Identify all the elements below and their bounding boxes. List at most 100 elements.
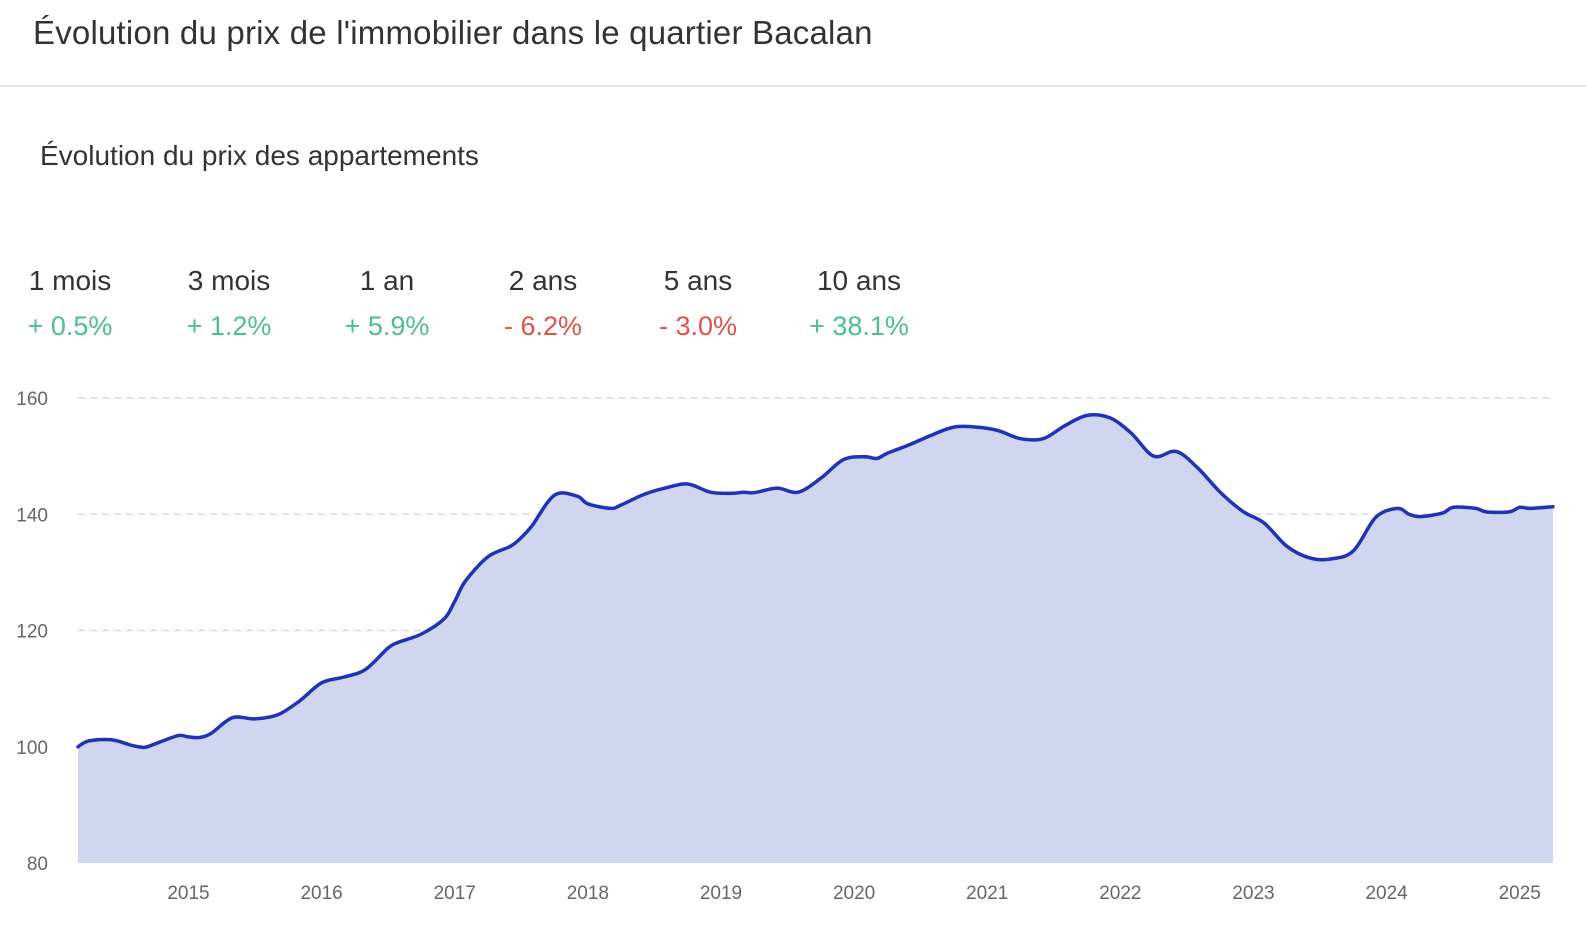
data-point — [530, 524, 534, 528]
data-point — [1108, 416, 1112, 420]
y-tick-label: 80 — [27, 854, 48, 875]
data-point — [1262, 521, 1266, 525]
data-point — [609, 506, 613, 510]
page-title: Évolution du prix de l'immobilier dans l… — [33, 14, 873, 51]
data-point — [730, 491, 734, 495]
data-point — [486, 555, 490, 559]
data-point — [1174, 450, 1178, 454]
stat-value: + 38.1% — [809, 311, 909, 341]
variation-stats: 1 mois + 0.5% 3 mois + 1.2% 1 an + 5.9% … — [0, 262, 960, 352]
y-tick-label: 120 — [16, 622, 48, 643]
data-point — [397, 640, 401, 644]
stat-label: 2 ans — [508, 265, 578, 296]
data-point — [187, 735, 191, 739]
x-tick-label: 2017 — [434, 883, 476, 904]
data-point — [1518, 505, 1522, 509]
data-point — [1152, 454, 1156, 458]
data-point — [929, 433, 933, 437]
data-point — [1285, 544, 1289, 548]
stat-value: - 3.0% — [658, 311, 738, 341]
data-point — [1129, 431, 1133, 435]
data-point — [143, 745, 147, 749]
y-tick-label: 140 — [16, 505, 48, 526]
data-point — [131, 744, 135, 748]
x-tick-label: 2019 — [700, 883, 742, 904]
stat-1-year: 1 an + 5.9% — [309, 262, 465, 344]
data-point — [819, 476, 823, 480]
data-point — [975, 425, 979, 429]
x-tick-label: 2022 — [1099, 883, 1141, 904]
data-point — [1484, 510, 1488, 514]
stat-value: + 1.2% — [186, 311, 272, 341]
data-point — [1395, 506, 1399, 510]
data-point — [1218, 490, 1222, 494]
data-point — [320, 681, 324, 685]
stat-value: - 6.2% — [503, 311, 583, 341]
data-point — [209, 731, 213, 735]
data-point — [863, 455, 867, 459]
data-point — [575, 494, 579, 498]
x-tick-label: 2018 — [567, 883, 609, 904]
data-point — [742, 490, 746, 494]
data-point — [1041, 437, 1045, 441]
data-point — [642, 493, 646, 497]
data-point — [875, 457, 879, 461]
data-point — [253, 717, 257, 721]
data-point — [796, 490, 800, 494]
data-point — [153, 742, 157, 746]
data-point — [176, 734, 180, 738]
stat-value: + 5.9% — [344, 311, 430, 341]
x-tick-label: 2015 — [167, 883, 209, 904]
stat-label: 1 an — [359, 265, 415, 296]
data-point — [1351, 549, 1355, 553]
y-tick-label: 100 — [16, 738, 48, 759]
data-point — [952, 425, 956, 429]
data-point — [752, 491, 756, 495]
data-point — [1329, 557, 1333, 561]
page-header: Évolution du prix de l'immobilier dans l… — [0, 0, 1586, 87]
data-point — [509, 544, 513, 548]
data-point — [885, 451, 889, 455]
price-line — [76, 413, 1555, 750]
section-subtitle: Évolution du prix des appartements — [40, 140, 479, 171]
x-tick-label: 2024 — [1365, 883, 1408, 904]
stat-value: + 0.5% — [27, 311, 113, 341]
data-point — [386, 646, 390, 650]
data-point — [1085, 413, 1089, 417]
data-point — [708, 490, 712, 494]
data-point — [1196, 466, 1200, 470]
x-tick-label: 2020 — [833, 883, 875, 904]
data-point — [297, 699, 301, 703]
data-point — [1451, 505, 1455, 509]
data-point — [1507, 510, 1511, 514]
data-point — [1062, 424, 1066, 428]
data-point — [230, 716, 234, 720]
data-point — [109, 738, 113, 742]
x-tick-label: 2021 — [966, 883, 1008, 904]
data-point — [442, 617, 446, 621]
stat-label: 3 mois — [187, 265, 271, 296]
data-point — [1374, 515, 1378, 519]
data-point — [420, 632, 424, 636]
data-point — [586, 502, 590, 506]
data-point — [463, 579, 467, 583]
data-point — [1019, 437, 1023, 441]
stat-label: 10 ans — [816, 265, 902, 296]
stat-3-months: 3 mois + 1.2% — [151, 262, 307, 344]
data-point — [76, 745, 80, 749]
data-point — [663, 486, 667, 490]
data-point — [1474, 506, 1478, 510]
stat-1-month: 1 mois + 0.5% — [0, 262, 148, 344]
data-point — [553, 493, 557, 497]
x-tick-label: 2025 — [1499, 883, 1541, 904]
data-point — [619, 503, 623, 507]
data-point — [842, 458, 846, 462]
data-point — [87, 739, 91, 743]
stat-10-years: 10 ans + 38.1% — [781, 262, 937, 344]
data-point — [453, 599, 457, 603]
stat-5-years: 5 ans - 3.0% — [620, 262, 776, 344]
data-point — [1407, 512, 1411, 516]
data-point — [1441, 511, 1445, 515]
data-point — [1307, 556, 1311, 560]
